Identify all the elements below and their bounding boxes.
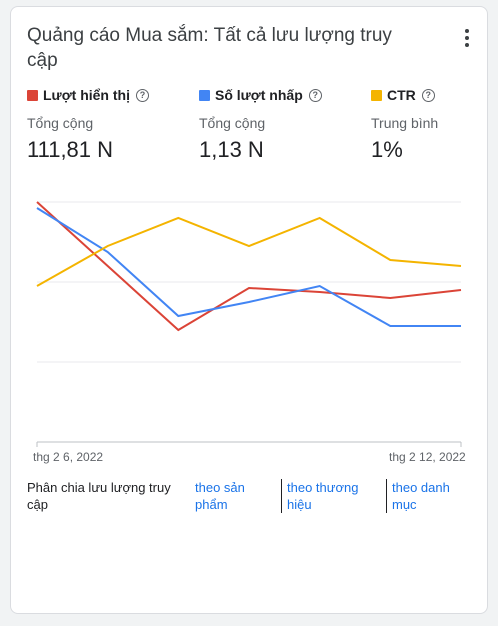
help-icon[interactable]: ? [135, 88, 149, 102]
metric-sub: Tổng cộng [27, 115, 94, 131]
metric-impressions: Lượt hiển thị ? Tổng cộng 111,81 N [27, 85, 149, 163]
series-line-ctr [36, 216, 462, 287]
breakdown-by-product-link[interactable]: theo sản phẩm [195, 480, 245, 512]
metric-label: Lượt hiển thị [43, 87, 130, 103]
card-title: Quảng cáo Mua sắm: Tất cả lưu lượng truy… [27, 25, 392, 71]
x-tick-label: thg 2 6, 2022 [33, 450, 104, 464]
series-line-số-lượt-nhấp [36, 207, 461, 327]
metric-ctr: CTR ? Trung bình 1% [371, 85, 438, 163]
breakdown-by-brand-link[interactable]: theo thương hiệu [281, 479, 379, 513]
legend-swatch [27, 89, 38, 101]
metric-clicks: Số lượt nhấp ? Tổng cộng 1,13 N [199, 85, 322, 163]
metric-sub: Tổng cộng [199, 115, 266, 131]
breakdown-by-category-link[interactable]: theo danh mục [386, 479, 472, 513]
help-icon[interactable]: ? [308, 88, 322, 102]
metric-value: 111,81 N [27, 137, 114, 162]
metric-sub: Trung bình [371, 115, 439, 131]
line-chart [36, 201, 462, 447]
legend-swatch [199, 89, 210, 101]
metric-label: CTR [387, 87, 416, 103]
help-icon[interactable]: ? [421, 88, 435, 102]
metric-value: 1,13 N [199, 137, 264, 162]
metric-label: Số lượt nhấp [215, 87, 303, 103]
breakdown-label: Phân chia lưu lượng truy cập [27, 480, 171, 512]
shopping-ads-card: Quảng cáo Mua sắm: Tất cả lưu lượng truy… [10, 6, 488, 614]
more-vert-icon[interactable] [459, 27, 475, 49]
legend-swatch [371, 89, 382, 101]
series-line-lượt-hiển-thị [36, 201, 462, 332]
x-tick-label: thg 2 12, 2022 [389, 450, 466, 464]
metric-value: 1% [371, 137, 403, 162]
